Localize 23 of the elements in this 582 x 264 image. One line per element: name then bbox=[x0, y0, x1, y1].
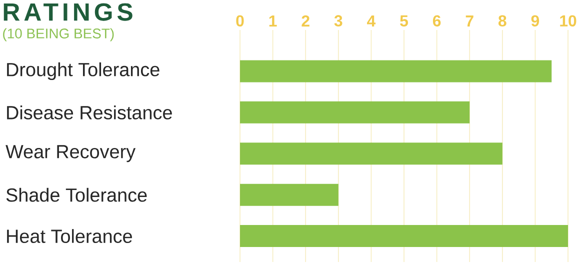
x-tick-label: 5 bbox=[400, 15, 408, 26]
y-tick-label: Shade Tolerance bbox=[6, 188, 147, 202]
x-tick-label: 6 bbox=[432, 15, 441, 26]
x-tick-label: 7 bbox=[466, 16, 474, 26]
x-tick-label: 10 bbox=[560, 15, 576, 26]
chart-title: RATINGS bbox=[4, 3, 132, 21]
y-tick-label: Wear Recovery bbox=[6, 145, 136, 162]
text: (10 BEING BEST) bbox=[3, 28, 114, 42]
x-tick-label: 4 bbox=[367, 16, 376, 26]
x-tick-label: 3 bbox=[334, 15, 342, 26]
bar bbox=[240, 60, 552, 82]
y-tick-label: Disease Resistance bbox=[7, 105, 172, 120]
x-tick-label: 2 bbox=[302, 15, 310, 26]
bar bbox=[240, 184, 338, 206]
bar bbox=[240, 101, 470, 124]
y-tick-label: Drought Tolerance bbox=[7, 62, 160, 80]
x-tick-label: 0 bbox=[236, 15, 244, 26]
x-tick-label: 9 bbox=[531, 15, 540, 26]
y-tick-label: Heat Tolerance bbox=[7, 229, 132, 243]
bar bbox=[240, 225, 568, 248]
x-tick-label: 8 bbox=[498, 15, 506, 26]
bar bbox=[240, 142, 502, 165]
x-tick-label: 1 bbox=[269, 16, 277, 26]
